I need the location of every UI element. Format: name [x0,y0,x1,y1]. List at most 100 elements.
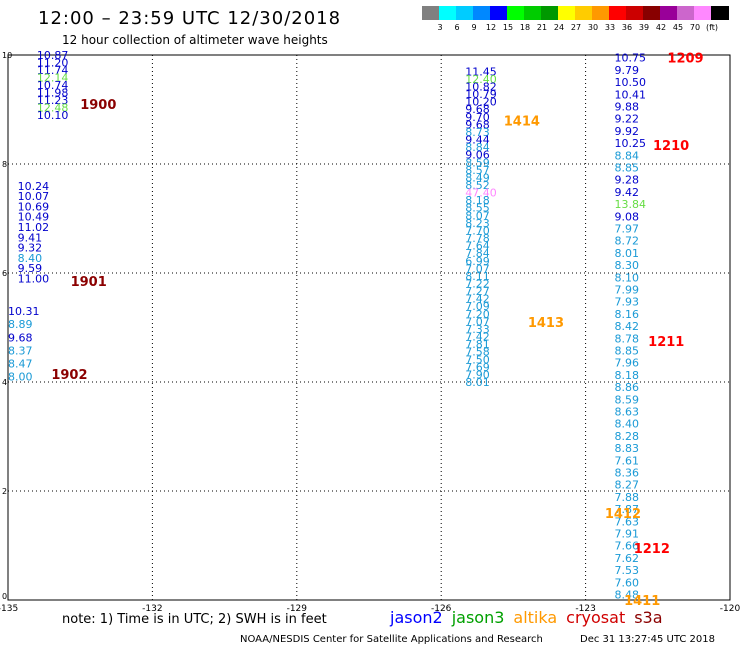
wave-height-label: 10.82 [465,81,497,94]
wave-height-label: 7.53 [614,564,639,577]
scale-label: 18 [519,23,531,32]
scale-swatch [643,6,661,20]
wave-height-label: 10.20 [465,96,497,109]
satellite-legend: jason2 jason3 altika cryosat s3a [390,608,672,627]
wave-height-label: 8.18 [614,369,639,382]
x-tick-label: -135 [0,604,18,614]
wave-height-label: 8.23 [465,217,490,230]
scale-label: 6 [454,23,460,32]
y-tick-label: 4 [2,378,7,387]
scale-swatch [711,6,729,20]
y-tick-label: 2 [2,487,7,496]
wave-height-label: 8.85 [614,162,639,175]
wave-height-label: 8.07 [465,209,490,222]
wave-height-label: 7.09 [465,300,490,313]
y-tick-label: 6 [2,269,7,278]
wave-height-label: 7.07 [465,262,490,275]
x-tick-label: -120 [720,604,740,614]
satellite-legend-altika: altika [513,608,558,627]
wave-height-label: 9.42 [614,186,639,199]
satellite-legend-s3a: s3a [634,608,663,627]
wave-height-label: 9.92 [614,125,639,138]
wave-height-label: 7.42 [465,293,490,306]
scale-label: 39 [638,23,650,32]
wave-height-label: 7.64 [465,240,490,253]
wave-height-label: 8.47 [8,357,33,370]
wave-height-label: 8.52 [465,179,490,192]
wave-height-label: 10.69 [18,200,50,213]
wave-height-label: 8.89 [8,318,33,331]
y-tick-label: 8 [2,160,7,169]
wave-height-label: 9.70 [465,111,490,124]
wave-height-label: 9.41 [18,231,43,244]
scale-swatch [609,6,627,20]
credit-line: NOAA/NESDIS Center for Satellite Applica… [240,634,543,645]
wave-height-label: 8.84 [465,141,490,154]
wave-height-label: 10.31 [8,305,40,318]
plot-frame [7,54,731,601]
wave-height-label: 8.42 [614,320,639,333]
wave-height-label: 8.16 [614,308,639,321]
x-tick-label: -132 [142,604,162,614]
y-tick-label: 0 [2,592,7,601]
chart-subtitle: 12 hour collection of altimeter wave hei… [62,33,328,47]
scale-swatch [524,6,542,20]
wave-height-label: 8.01 [465,376,490,389]
units-note: note: 1) Time is in UTC; 2) SWH is in fe… [62,612,327,627]
scale-swatch [456,6,474,20]
wave-height-label: 8.57 [465,164,490,177]
scale-swatch [558,6,576,20]
wave-height-label: 7.87 [614,503,639,516]
pass-id-annotation: 1412 [605,507,641,522]
scale-label: 15 [502,23,514,32]
wave-height-label: 13.84 [614,198,646,211]
wave-height-label: 10.07 [18,190,50,203]
y-tick-label: 10 [2,51,12,60]
wave-height-label: 8.10 [614,271,639,284]
scale-label: 12 [485,23,497,32]
pass-id-annotation: 1411 [624,594,660,609]
wave-height-label: 7.90 [465,368,490,381]
wave-height-label: 11.20 [37,56,69,69]
wave-height-label: 7.07 [465,315,490,328]
wave-height-label: 9.68 [8,331,33,344]
wave-height-label: 7.66 [614,540,639,553]
scale-swatch [660,6,678,20]
wave-height-label: 12.40 [465,73,497,86]
wave-height-label: 9.28 [614,174,639,187]
scale-label: 3 [437,23,443,32]
wave-height-label: 9.06 [465,149,490,162]
wave-height-label: 11.02 [18,221,50,234]
satellite-legend-cryosat: cryosat [566,608,626,627]
wave-height-label: 10.79 [465,88,497,101]
wave-height-label: 7.62 [614,552,639,565]
scale-swatch [422,6,440,20]
scale-label: 70 [689,23,701,32]
wave-height-label: 10.75 [614,52,646,65]
wave-height-label: 7.91 [614,528,639,541]
wave-height-label: 8.59 [614,393,639,406]
wave-height-label: 7.96 [614,357,639,370]
x-tick-label: -126 [431,604,452,614]
wave-height-label: 8.30 [614,259,639,272]
scale-label: 36 [621,23,633,32]
wave-height-label: 10.41 [614,88,646,101]
scale-swatch [677,6,695,20]
pass-id-annotation: 1413 [528,316,564,331]
wave-height-label: 11.00 [18,272,50,285]
wave-height-label: 7.69 [465,361,490,374]
scale-swatch [473,6,491,20]
wave-height-label: 11.74 [37,64,69,77]
wave-height-label: 7.63 [614,515,639,528]
wave-height-label: 8.86 [614,381,639,394]
scale-swatch [507,6,525,20]
wave-height-label: 10.49 [18,211,50,224]
wave-height-label: 11.45 [465,65,497,78]
wave-height-label: 7.81 [465,338,490,351]
wave-height-label: 8.63 [614,406,639,419]
page-title: 12:00 – 23:59 UTC 12/30/2018 [38,8,342,29]
scale-swatch [694,6,712,20]
wave-height-label: 7.61 [614,454,639,467]
wave-height-label: 12.14 [37,71,69,84]
